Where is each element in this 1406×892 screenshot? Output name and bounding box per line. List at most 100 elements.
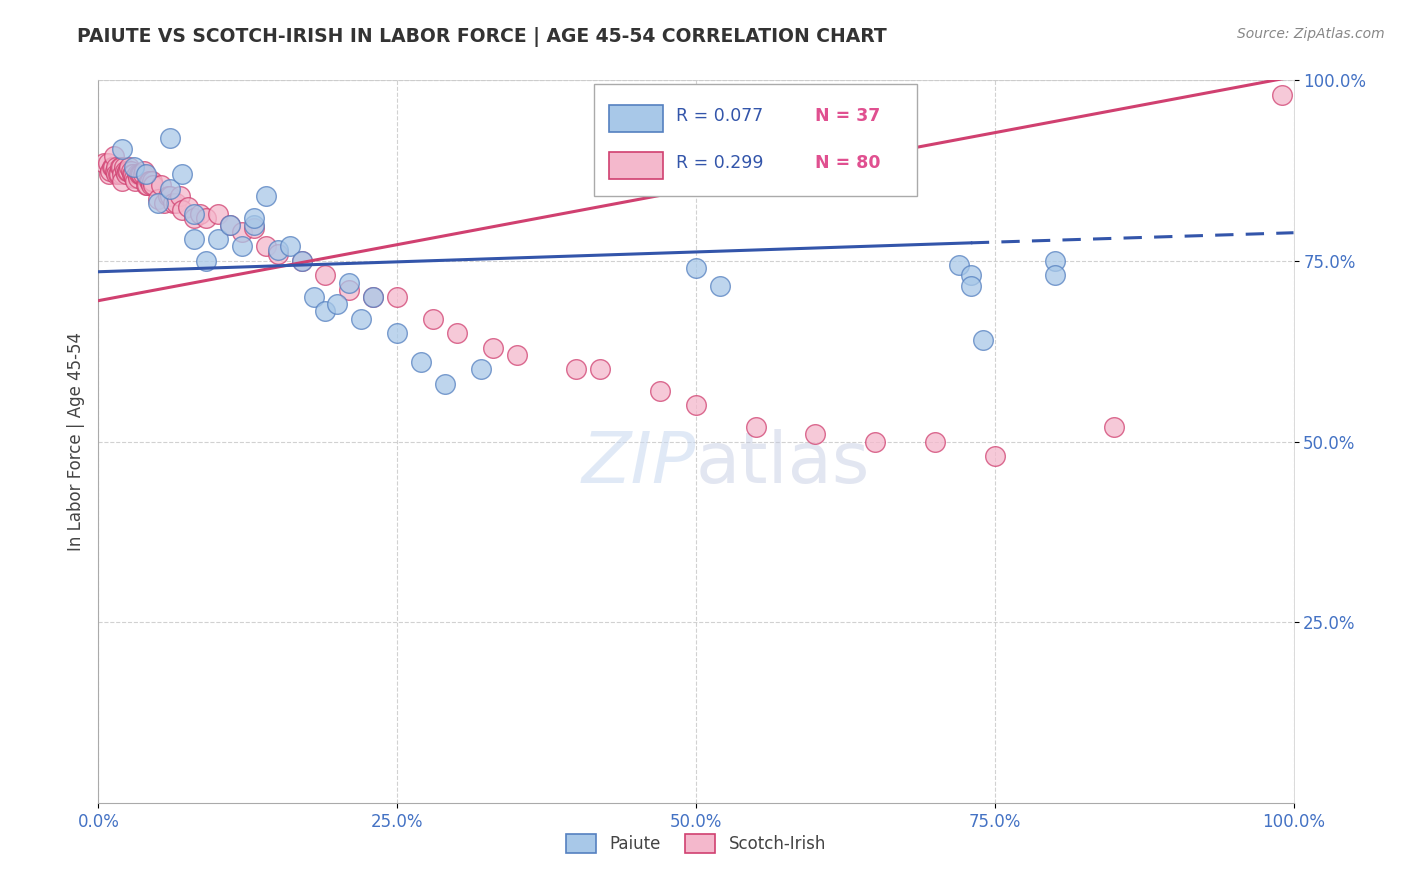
Point xyxy=(104,163,127,178)
Point xyxy=(984,449,1007,463)
Point xyxy=(115,167,138,181)
Point xyxy=(481,341,505,355)
Point xyxy=(101,160,124,174)
Point xyxy=(339,276,361,290)
Point xyxy=(506,348,529,362)
Point xyxy=(103,149,125,163)
Point xyxy=(648,384,672,398)
Point xyxy=(243,218,266,232)
Point xyxy=(165,196,187,211)
Point xyxy=(139,178,162,192)
Point xyxy=(124,160,146,174)
Text: N = 80: N = 80 xyxy=(815,154,882,172)
Point xyxy=(111,142,134,156)
Point xyxy=(363,290,385,304)
Point xyxy=(565,362,588,376)
Point xyxy=(219,218,242,232)
Point xyxy=(111,167,134,181)
Text: ZIP: ZIP xyxy=(582,429,696,498)
Point xyxy=(339,283,361,297)
Point xyxy=(231,225,253,239)
Text: N = 37: N = 37 xyxy=(815,107,880,126)
Point xyxy=(291,253,314,268)
Point xyxy=(114,163,136,178)
Point xyxy=(156,189,179,203)
Point xyxy=(172,203,194,218)
Point xyxy=(470,362,492,376)
Point xyxy=(138,174,160,188)
Point xyxy=(219,218,242,232)
Point xyxy=(243,211,266,225)
Point xyxy=(131,167,153,181)
Point xyxy=(183,232,205,246)
Point xyxy=(709,279,731,293)
Point xyxy=(188,207,211,221)
Point xyxy=(1271,87,1294,102)
Point xyxy=(207,232,229,246)
Point xyxy=(149,178,172,192)
Point xyxy=(93,156,115,170)
Point xyxy=(128,167,150,181)
Point xyxy=(141,174,163,188)
Point xyxy=(132,163,155,178)
Point xyxy=(127,170,149,185)
Point xyxy=(117,163,139,178)
Y-axis label: In Labor Force | Age 45-54: In Labor Force | Age 45-54 xyxy=(66,332,84,551)
Point xyxy=(411,355,433,369)
Point xyxy=(142,178,165,192)
Point xyxy=(183,211,205,225)
Point xyxy=(972,334,994,348)
Point xyxy=(278,239,301,253)
Point xyxy=(267,246,290,260)
Point xyxy=(169,189,191,203)
Point xyxy=(254,189,277,203)
Point xyxy=(131,167,153,181)
Point xyxy=(385,326,409,340)
Point xyxy=(267,243,290,257)
Point xyxy=(422,311,444,326)
Point xyxy=(195,253,218,268)
Point xyxy=(1043,268,1066,283)
Point xyxy=(948,258,970,272)
Point xyxy=(434,376,457,391)
Point xyxy=(1043,253,1066,268)
Point xyxy=(135,167,157,181)
Point xyxy=(121,167,143,181)
Point xyxy=(135,178,157,192)
Point xyxy=(107,167,129,181)
Point xyxy=(254,239,277,253)
Point xyxy=(924,434,946,449)
Point xyxy=(243,221,266,235)
Point xyxy=(446,326,468,340)
Point xyxy=(124,174,146,188)
Point xyxy=(111,174,134,188)
Point xyxy=(120,163,142,178)
Point xyxy=(139,174,162,188)
Text: PAIUTE VS SCOTCH-IRISH IN LABOR FORCE | AGE 45-54 CORRELATION CHART: PAIUTE VS SCOTCH-IRISH IN LABOR FORCE | … xyxy=(77,27,887,46)
Point xyxy=(148,193,170,207)
Point xyxy=(107,167,129,181)
Point xyxy=(129,167,152,181)
Point xyxy=(195,211,218,225)
Point xyxy=(385,290,409,304)
Text: atlas: atlas xyxy=(696,429,870,498)
Point xyxy=(100,160,122,174)
Point xyxy=(207,207,229,221)
Point xyxy=(112,160,135,174)
Point xyxy=(172,167,194,181)
Point xyxy=(98,163,122,178)
Point xyxy=(153,196,176,211)
Point xyxy=(177,200,200,214)
Point xyxy=(108,160,131,174)
Bar xyxy=(609,105,662,132)
FancyBboxPatch shape xyxy=(595,84,917,196)
Point xyxy=(136,178,159,192)
Point xyxy=(159,131,181,145)
Point xyxy=(118,160,141,174)
Point xyxy=(804,427,827,442)
Point xyxy=(865,434,887,449)
Point xyxy=(115,163,138,178)
Point xyxy=(124,170,146,185)
Text: R = 0.299: R = 0.299 xyxy=(676,154,763,172)
Point xyxy=(159,182,181,196)
